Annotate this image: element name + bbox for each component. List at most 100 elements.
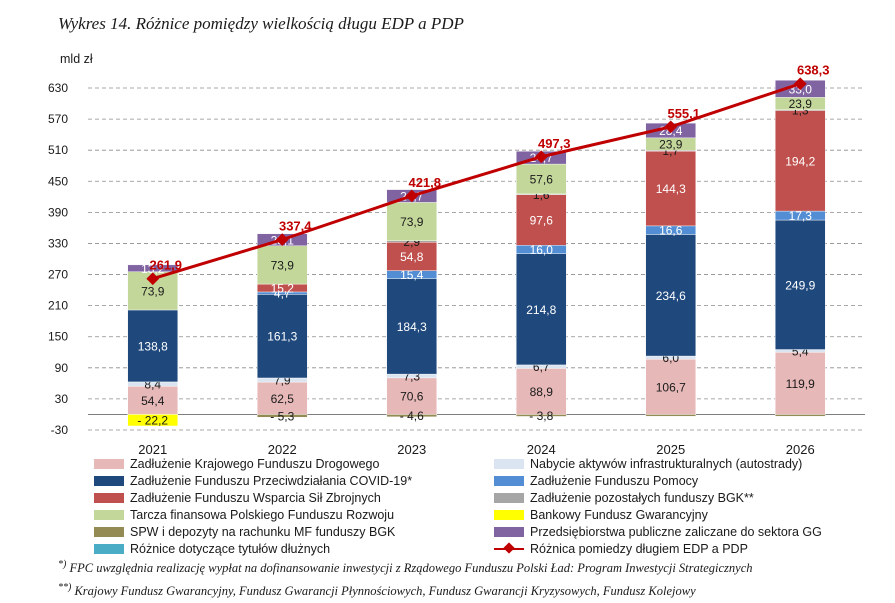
bar-segment [386, 202, 437, 241]
line-data-label: 638,3 [797, 63, 830, 78]
bar-segment [127, 264, 178, 272]
data-label: 138,8 [138, 339, 168, 353]
data-label: 17,3 [789, 209, 813, 223]
legend-label: SPW i depozyty na rachunku MF funduszy B… [130, 525, 396, 539]
legend-swatch [494, 476, 524, 486]
legend-swatch [94, 493, 124, 503]
footnote-text: Krajowy Fundusz Gwarancyjny, Fundusz Gwa… [74, 584, 696, 599]
y-tick-label: 390 [48, 205, 68, 219]
line-data-label: 261,9 [149, 258, 182, 273]
bar-segment [516, 368, 567, 415]
bar-segment [257, 414, 308, 418]
bar-segment [645, 414, 696, 417]
legend-swatch [94, 476, 124, 486]
y-tick-label: 450 [48, 174, 68, 188]
line-data-label: 555,1 [667, 106, 700, 121]
x-tick-label: 2026 [786, 442, 815, 457]
legend-swatch [94, 459, 124, 469]
bar-segment [516, 414, 567, 417]
x-tick-label: 2025 [656, 442, 685, 457]
line-data-label: 421,8 [408, 175, 441, 190]
x-tick-label: 2024 [527, 442, 556, 457]
chart-title: Wykres 14. Różnice pomiędzy wielkością d… [58, 14, 464, 33]
legend-label: Bankowy Fundusz Gwarancyjny [530, 508, 708, 522]
bar-segment [386, 242, 437, 271]
legend-label: Zadłużenie Funduszu Przeciwdziałania COV… [130, 474, 413, 488]
x-tick-label: 2023 [397, 442, 426, 457]
legend-swatch [494, 459, 524, 469]
data-label: 15,4 [400, 268, 424, 282]
data-label: 57,6 [530, 172, 554, 186]
bar-segment [127, 414, 178, 427]
bar-segment [386, 278, 437, 375]
line-data-label: 497,3 [538, 136, 571, 151]
y-tick-label: 90 [55, 361, 69, 375]
bar-segment [257, 294, 308, 379]
legend-label: Zadłużenie pozostałych funduszy BGK** [530, 491, 754, 505]
bar-segment [775, 352, 826, 415]
legend-swatch [494, 493, 524, 503]
legend-label: Różnica pomiedzy długiem EDP a PDP [530, 542, 748, 556]
data-label: 194,2 [785, 154, 815, 168]
bar-segment [775, 110, 826, 212]
y-tick-label: 330 [48, 236, 68, 250]
bar-segment [516, 253, 567, 366]
data-label: 23,9 [789, 97, 813, 111]
y-tick-label: 30 [55, 392, 69, 406]
data-label: 161,3 [267, 330, 297, 344]
data-label: 62,5 [271, 392, 295, 406]
bar-segment [516, 163, 567, 195]
bar-segment [645, 150, 696, 227]
data-label: 73,9 [271, 258, 295, 272]
data-label: 16,6 [659, 224, 683, 238]
legend-swatch [94, 544, 124, 554]
legend-label: Zadłużenie Krajowego Funduszu Drogowego [130, 457, 380, 471]
data-label: 16,0 [530, 243, 554, 257]
footnote-1: *) FPC uwzględnia realizację wypłat na d… [58, 559, 753, 576]
data-label: - 22,2 [137, 414, 168, 428]
data-label: 214,8 [526, 303, 556, 317]
y-tick-label: 510 [48, 143, 68, 157]
data-label: - 3,8 [529, 409, 553, 423]
line-series [152, 82, 801, 281]
line-marker [146, 272, 160, 286]
x-tick-label: 2021 [138, 442, 167, 457]
line-marker [405, 189, 419, 203]
bar-segment [386, 414, 437, 418]
bar-segment [775, 414, 826, 417]
legend-swatch [94, 510, 124, 520]
data-label: - 5,3 [270, 409, 294, 423]
bar-segment [257, 245, 308, 285]
legend-label: Różnice dotyczące tytułów dłużnych [130, 542, 331, 556]
bar-segment [645, 234, 696, 357]
data-label: 106,7 [656, 380, 686, 394]
legend-swatch [494, 510, 524, 520]
legend-swatch [494, 527, 524, 537]
legend-label: Przedsiębiorstwa publiczne zaliczane do … [530, 525, 822, 539]
legend-swatch [94, 527, 124, 537]
data-label: 73,9 [141, 284, 165, 298]
legend-label: Nabycie aktywów infrastrukturalnych (aut… [530, 457, 803, 471]
data-label: 13,2 [141, 262, 165, 276]
data-label: 184,3 [397, 320, 427, 334]
bar-segment [257, 381, 308, 415]
y-tick-label: 570 [48, 112, 68, 126]
y-tick-label: 270 [48, 268, 68, 282]
data-label: 144,3 [656, 182, 686, 196]
y-tick-label: -30 [51, 423, 69, 437]
data-label: 70,6 [400, 390, 424, 404]
data-label: 234,6 [656, 289, 686, 303]
y-axis-unit-label: mld zł [60, 52, 93, 66]
data-label: 54,8 [400, 250, 424, 264]
data-label: 23,9 [659, 138, 683, 152]
data-label: 97,6 [530, 214, 554, 228]
footnote-2: **) Krajowy Fundusz Gwarancyjny, Fundusz… [58, 582, 696, 599]
bar-segment [775, 219, 826, 350]
x-tick-label: 2022 [268, 442, 297, 457]
diamond-marker-icon [503, 542, 515, 554]
footnote-mark: **) [58, 582, 72, 593]
line-data-label: 337,4 [279, 219, 312, 234]
legend-label: Tarcza finansowa Polskiego Funduszu Rozw… [130, 508, 395, 522]
data-label: 15,2 [271, 282, 295, 296]
legend-label: Zadłużenie Funduszu Pomocy [530, 474, 699, 488]
